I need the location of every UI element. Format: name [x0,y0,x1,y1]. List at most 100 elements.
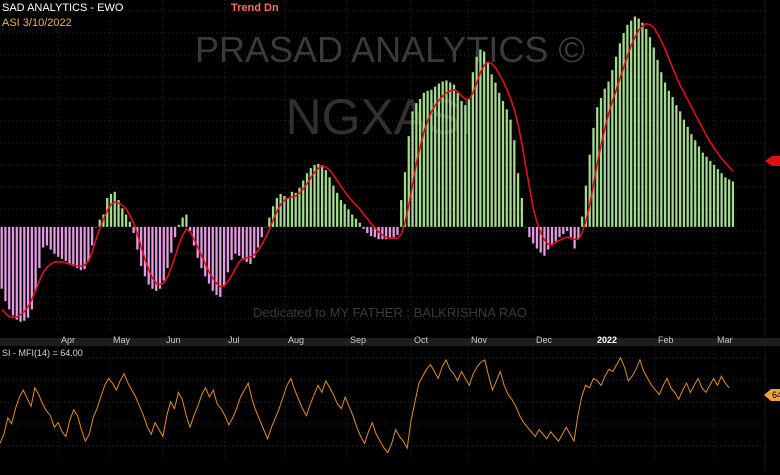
ewo-bar [437,83,441,227]
ewo-bar [539,226,542,253]
ewo-bar [645,28,648,227]
ewo-bar [686,126,689,227]
ewo-bar [396,226,399,236]
x-axis-tick-label: May [113,335,131,345]
ewo-bar [581,216,584,227]
ewo-bar [381,226,384,240]
ewo-signal-line [1,22,734,319]
x-axis-tick-label: Dec [536,335,553,345]
ewo-bar [124,214,128,227]
ewo-bar [633,16,637,227]
ewo-bar [667,90,670,227]
ewo-bar [452,84,456,227]
ewo-bar [418,99,422,227]
ewo-bar [328,177,331,227]
ewo-bar [577,226,580,240]
ewo-bar [336,192,339,227]
ewo-bar [87,226,90,262]
ewo-bar [155,226,158,291]
ewo-bar [211,226,214,291]
ewo-bar [373,226,376,238]
trend-label: Trend Dn [231,2,279,14]
ewo-bar [467,99,471,227]
ewo-bar [294,192,297,227]
ewo-bar [535,226,539,249]
x-axis-labels: Apr May Jun Jul Aug Sep Oct Nov Dec 2022 Feb Mar [61,335,733,345]
ewo-bar [200,226,203,269]
ewo-bar [189,226,192,232]
ewo-bar [614,56,618,227]
ewo-bar [57,226,60,257]
ewo-bar [441,81,444,227]
ewo-bar [411,111,414,227]
ewo-bar [19,226,22,322]
ewo-bar [592,127,595,227]
ewo-bar [641,22,644,227]
ewo-bar [45,226,49,246]
ewo-bar [569,226,572,238]
ewo-bar [565,226,569,232]
ewo-bar [305,173,309,227]
ewo-bar [113,191,116,227]
ewo-bar [516,173,520,227]
ewo-bar [385,226,388,240]
ewo-bar [524,226,527,228]
ewo-bar [238,226,241,256]
dedication-watermark: Dedicated to MY FATHER : BALKRISHNA RAO [253,305,527,320]
ewo-bar [532,226,535,244]
ewo-bar [68,226,71,265]
ewo-bar [230,226,233,260]
x-axis-tick-label: Aug [288,335,304,345]
ewo-bar [313,165,316,227]
ewo-bar [422,92,425,227]
ewo-bar [283,195,286,227]
ewo-bar [449,82,452,227]
ewo-bar [471,72,474,227]
x-axis-tick-label: 2022 [597,335,617,345]
ewo-bar [501,101,505,227]
ewo-bar [584,185,588,227]
ewo-bar [611,70,614,227]
ewo-bar [158,226,162,289]
ewo-bar [143,226,147,277]
ewo-bar [626,24,629,227]
ewo-bar [49,226,52,250]
ewo-bar [177,224,180,227]
ewo-bar [712,165,716,227]
ewo-bar [697,146,701,227]
mfi-line [0,356,730,454]
ewo-bar [324,170,327,227]
ewo-bar [622,33,625,227]
x-axis-tick-label: Nov [471,335,488,345]
ewo-bar [509,119,512,227]
ewo-bar [588,154,591,227]
ewo-bar [648,37,652,227]
ewo-bar [573,226,576,249]
ewo-bar [181,217,184,227]
ewo-bar [268,217,271,227]
ewo-bar [475,56,478,227]
ewo-bar [354,218,358,227]
ewo-bar [83,226,86,270]
ewo-bar [464,105,467,227]
ewo-bar [64,226,67,261]
x-axis-tick-label: Apr [61,335,75,345]
ewo-bar [287,198,290,227]
ewo-bar [72,226,75,267]
ewo-bar [298,187,301,227]
ewo-bar [694,140,697,227]
ewo-bar [147,226,150,285]
ewo-bar [42,226,45,248]
ewo-bar [339,200,343,227]
ewo-bar [260,226,263,238]
ewo-bar [136,226,139,250]
ewo-bar [0,226,3,289]
ewo-bar [403,172,407,227]
ewo-bar [679,111,682,227]
ewo-bar [675,105,678,227]
ewo-bar [377,226,380,240]
ewo-bar [279,193,282,227]
